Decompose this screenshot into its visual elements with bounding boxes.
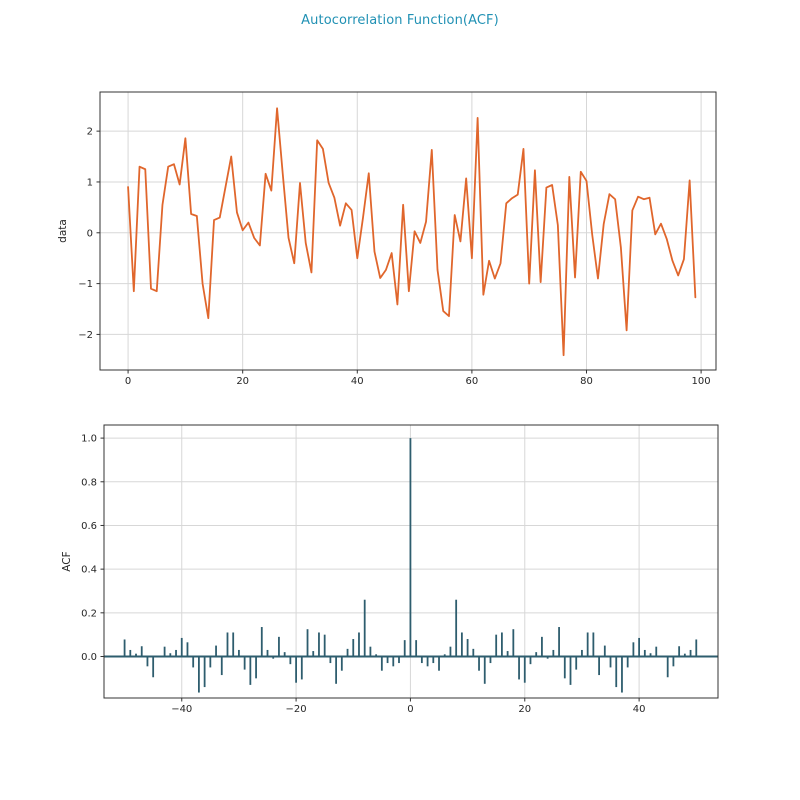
x-tick-label: 100 (692, 376, 711, 387)
y-tick-label: 0.6 (81, 521, 97, 532)
x-tick-label: 20 (236, 376, 249, 387)
x-tick-label: 40 (351, 376, 364, 387)
y-tick-label: 0.8 (81, 477, 97, 488)
y-tick-label: 1.0 (81, 434, 97, 445)
x-tick-label: 60 (466, 376, 479, 387)
tick-marks (96, 130, 702, 374)
y-tick-label: −2 (78, 330, 93, 341)
y-tick-label: 1 (87, 177, 93, 188)
x-tick-label: −20 (286, 704, 307, 715)
y-tick-label: −1 (78, 279, 93, 290)
y-tick-label: 0.2 (81, 608, 97, 619)
x-tick-label: 20 (518, 704, 531, 715)
axes-spines (103, 424, 719, 699)
y-axis-label: ACF (61, 551, 73, 571)
axes-spines (99, 91, 717, 371)
y-tick-label: 0 (87, 228, 93, 239)
x-tick-label: 80 (580, 376, 593, 387)
y-axis-label: data (57, 219, 69, 243)
y-tick-label: 0.4 (81, 565, 97, 576)
tick-labels: −40 −20 0 20 40 0.0 0.2 0.4 0.6 0.8 1.0 (81, 434, 645, 715)
tick-labels: 0 20 40 60 80 100 −2 −1 0 1 2 (78, 127, 710, 387)
acf-stems (104, 438, 718, 693)
x-tick-label: 0 (125, 376, 131, 387)
y-tick-label: 0.0 (81, 652, 97, 663)
figure-title: Autocorrelation Function(ACF) (301, 13, 499, 28)
tick-marks (100, 437, 640, 702)
x-tick-label: 40 (633, 704, 646, 715)
acf-stem-chart: −40 −20 0 20 40 0.0 0.2 0.4 0.6 0.8 1.0 ACF (61, 424, 719, 715)
grid-lines (100, 92, 716, 370)
x-tick-label: −40 (171, 704, 192, 715)
x-tick-label: 0 (407, 704, 413, 715)
y-tick-label: 2 (87, 127, 93, 138)
data-line-chart: 0 20 40 60 80 100 −2 −1 0 1 2 data (57, 91, 717, 387)
data-series-line (127, 107, 697, 357)
